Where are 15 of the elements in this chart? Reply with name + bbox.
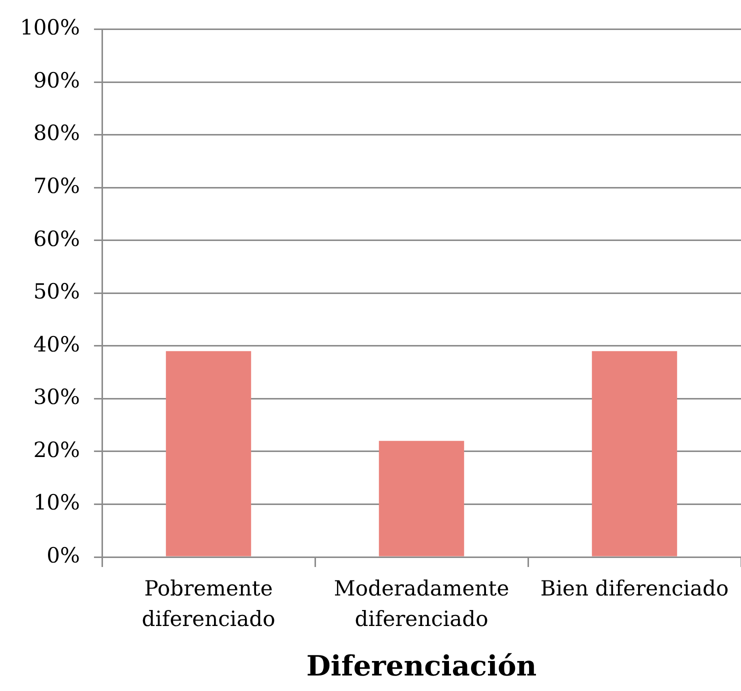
y-tick-label: 30% (33, 385, 80, 410)
y-tick-label: 60% (33, 226, 80, 251)
y-tick-label: 100% (20, 16, 80, 40)
y-tick-label: 40% (33, 332, 80, 356)
x-axis-title: Diferenciación (306, 649, 537, 682)
y-tick-label: 10% (33, 490, 80, 515)
x-tick-label: Bien diferenciado (540, 576, 729, 601)
y-tick-label: 20% (33, 438, 80, 462)
x-tick-label: Moderadamente diferenciado (334, 576, 510, 632)
y-tick-label: 0% (46, 543, 80, 568)
y-tick-label: 90% (33, 68, 80, 92)
x-tick-label: Pobremente diferenciado (142, 576, 276, 632)
y-tick-label: 80% (33, 121, 80, 146)
y-tick-label: 70% (33, 174, 80, 198)
y-tick-label: 50% (33, 280, 80, 304)
